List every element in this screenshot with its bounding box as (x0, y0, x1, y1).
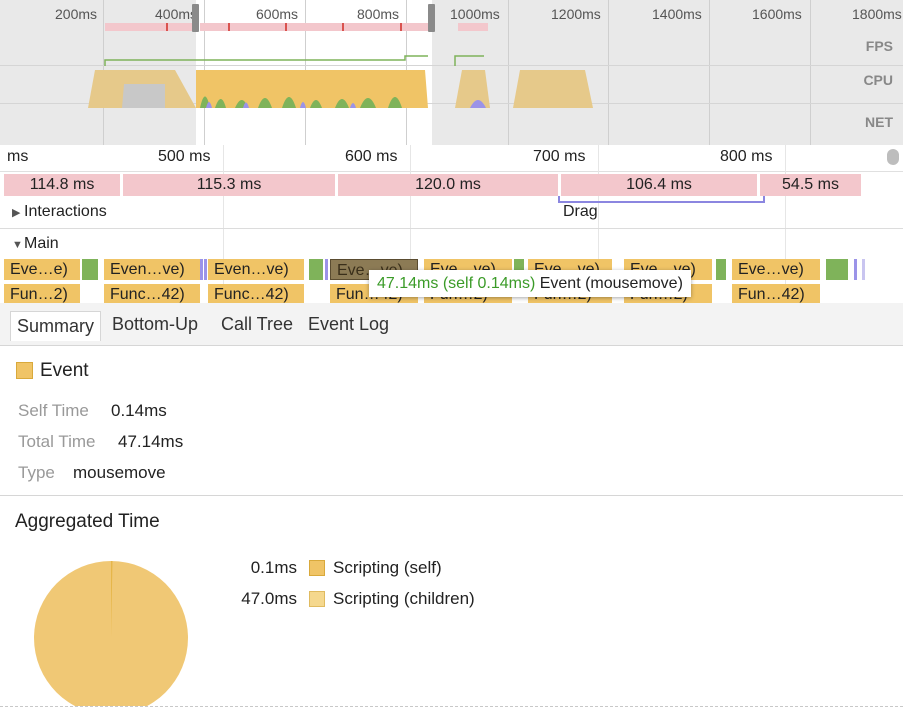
overview-tick: 800ms (357, 6, 400, 22)
aggregated-pie-chart (34, 560, 188, 706)
total-time-value: 47.14ms (118, 432, 184, 451)
frame-bar[interactable]: 54.5 ms (760, 174, 861, 196)
details-tab-bar: Summary Bottom-Up Call Tree Event Log (0, 303, 903, 346)
overview-tick: 1600ms (752, 6, 802, 22)
overview-tick: 1400ms (652, 6, 702, 22)
pie-slice-scripting-self (111, 560, 113, 638)
frame-bar[interactable]: 115.3 ms (123, 174, 335, 196)
render-block[interactable] (204, 259, 207, 280)
net-lane-label: NET (865, 114, 893, 130)
render-block[interactable] (862, 259, 865, 280)
legend-swatch (309, 591, 325, 607)
ruler-tick: 500 ms (158, 148, 211, 165)
legend-value: 0.1ms (250, 558, 297, 577)
main-label: Main (24, 235, 59, 252)
drag-interaction-label: Drag (563, 203, 598, 220)
total-time-label: Total Time (18, 432, 96, 451)
legend-swatch (309, 560, 325, 576)
tab-event-log[interactable]: Event Log (308, 314, 390, 334)
flame-function-block[interactable]: Fun…42) (732, 284, 820, 305)
legend-label: Scripting (children) (333, 589, 475, 608)
frame-bar[interactable]: 120.0 ms (338, 174, 558, 196)
summary-title: Event (40, 360, 89, 381)
paint-block[interactable] (716, 259, 726, 280)
fps-lane-label: FPS (865, 38, 893, 54)
paint-block[interactable] (82, 259, 98, 280)
render-block[interactable] (854, 259, 857, 280)
event-color-swatch (16, 362, 33, 379)
overview-tick: 200ms (55, 6, 98, 22)
tab-bottom-up[interactable]: Bottom-Up (112, 314, 199, 334)
main-track-header[interactable]: ▼Main (12, 235, 59, 253)
flame-tooltip: 47.14ms (self 0.14ms) Event (mousemove) (369, 270, 691, 297)
frame-bar[interactable]: 106.4 ms (561, 174, 757, 196)
overview-tick: 1800ms (852, 6, 902, 22)
overview-graph (88, 23, 593, 108)
flame-function-block[interactable]: Func…42) (208, 284, 304, 305)
interactions-label: Interactions (24, 203, 107, 220)
flame-function-block[interactable]: Func…42) (104, 284, 200, 305)
frame-bar[interactable]: 114.8 ms (4, 174, 120, 196)
flame-function-block[interactable]: Fun…2) (4, 284, 80, 305)
paint-block[interactable] (826, 259, 848, 280)
drag-interaction-bar[interactable] (558, 196, 765, 203)
tab-call-tree[interactable]: Call Tree (221, 314, 294, 334)
flame-event-block[interactable]: Even…ve) (208, 259, 304, 280)
overview-tick: 1200ms (551, 6, 601, 22)
paint-block[interactable] (514, 259, 524, 280)
timeline-overview[interactable]: 200ms 400ms 600ms 800ms 1000ms 1200ms 14… (0, 0, 903, 145)
flame-event-block[interactable]: Eve…ve) (732, 259, 820, 280)
vertical-scrollbar-thumb[interactable] (887, 149, 899, 165)
tooltip-label: Event (mousemove) (539, 275, 683, 292)
tooltip-time: 47.14ms (self 0.14ms) (377, 275, 536, 292)
aggregated-time-title: Aggregated Time (15, 511, 160, 532)
type-label: Type (18, 463, 55, 482)
overview-tick: 1000ms (450, 6, 500, 22)
overview-left-handle[interactable] (192, 4, 199, 32)
overview-tick: 600ms (256, 6, 299, 22)
overview-tick: 400ms (155, 6, 198, 22)
legend-value: 47.0ms (241, 589, 297, 608)
ruler-tick: ms (7, 148, 29, 165)
ruler-tick: 600 ms (345, 148, 398, 165)
render-block[interactable] (325, 259, 328, 280)
interactions-track-header[interactable]: ▶ Interactions (12, 203, 107, 221)
ruler-tick: 700 ms (533, 148, 586, 165)
flame-event-block[interactable]: Even…ve) (104, 259, 200, 280)
cpu-lane-label: CPU (863, 72, 893, 88)
type-value: mousemove (73, 463, 166, 482)
ruler-tick: 800 ms (720, 148, 773, 165)
self-time-label: Self Time (18, 401, 89, 420)
tab-summary[interactable]: Summary (10, 311, 102, 341)
collapse-caret-icon: ▼ (12, 239, 23, 251)
paint-block[interactable] (309, 259, 323, 280)
legend-label: Scripting (self) (333, 558, 442, 577)
render-block[interactable] (200, 259, 203, 280)
overview-right-handle[interactable] (428, 4, 435, 32)
flame-event-block[interactable]: Eve…e) (4, 259, 80, 280)
expand-caret-icon: ▶ (12, 207, 21, 219)
self-time-value: 0.14ms (111, 401, 167, 420)
time-ruler: ms 500 ms 600 ms 700 ms 800 ms (0, 145, 903, 315)
